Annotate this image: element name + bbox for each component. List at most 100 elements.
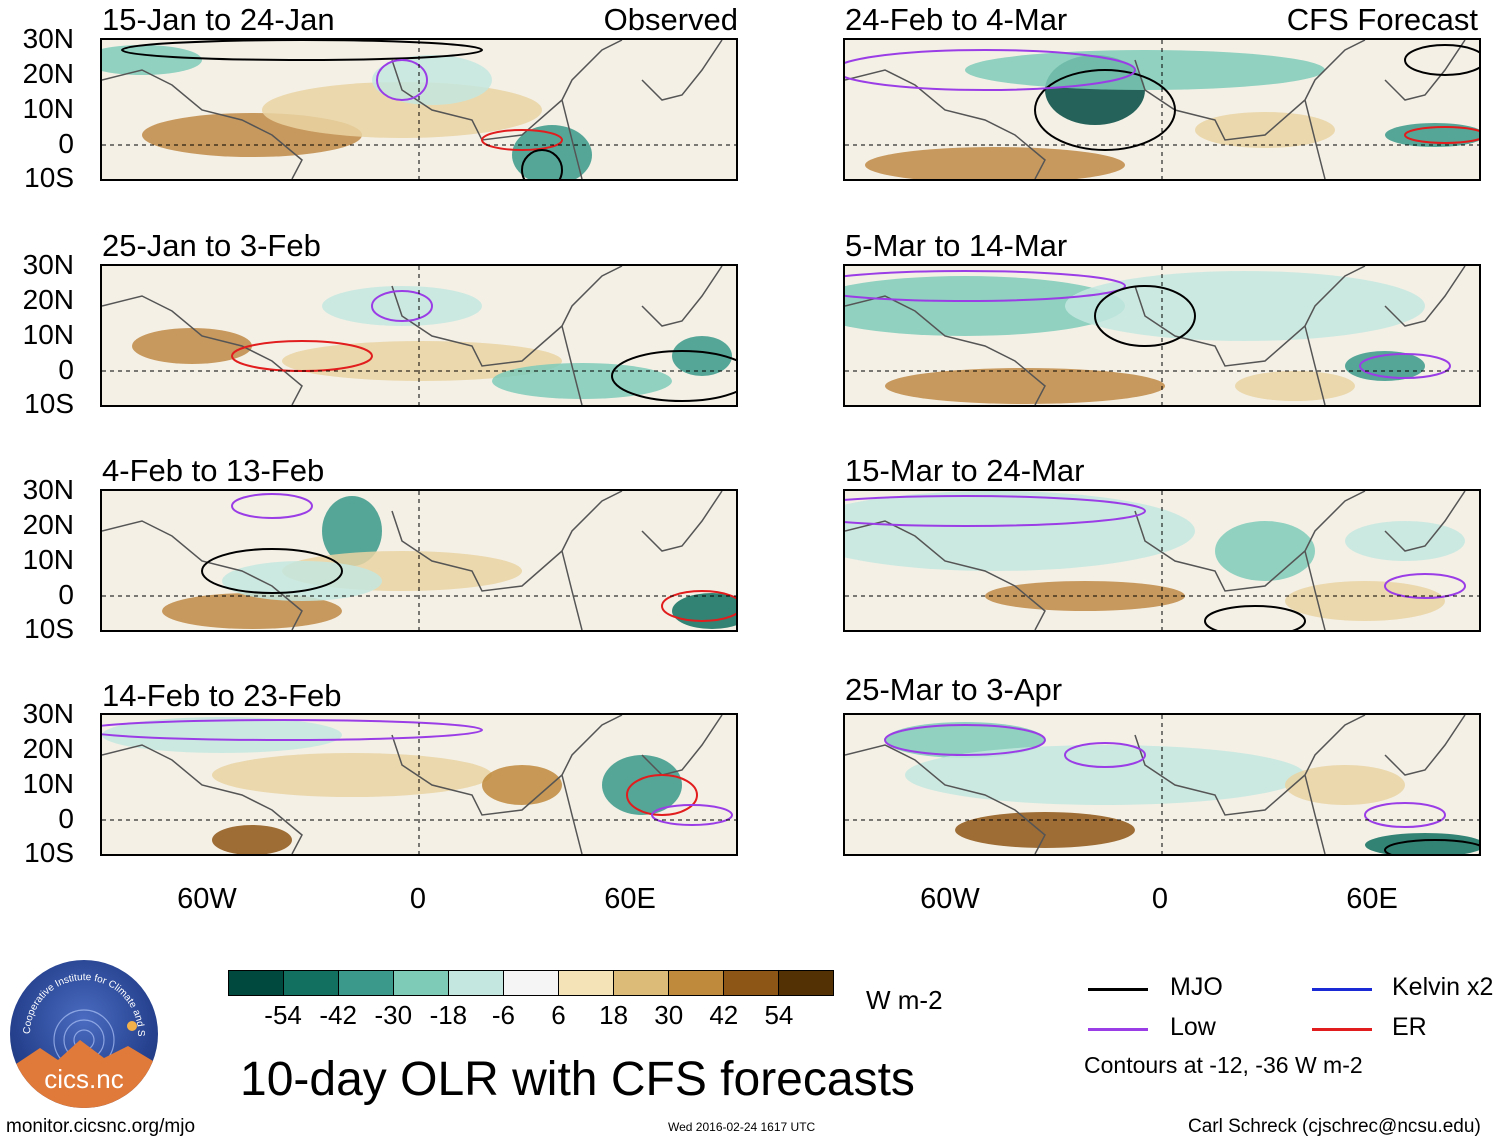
lat-label: 0	[58, 128, 74, 159]
panel-title-5: 24-Feb to 4-Mar	[845, 2, 1068, 37]
lat-label: 30N	[22, 249, 74, 280]
wave-contour	[1384, 839, 1479, 854]
logo-ring-text: Cooperative Institute for Climate and Sa…	[10, 960, 146, 1037]
map-panel-1	[100, 38, 738, 181]
map-panel-6	[843, 264, 1481, 407]
lon-label: 0	[409, 883, 427, 915]
colorbar-swatch	[284, 971, 339, 995]
olr-anomaly-region	[1385, 123, 1479, 147]
olr-anomaly-region	[212, 753, 492, 797]
footer-url: monitor.cicsnc.org/mjo	[6, 1116, 196, 1137]
colorbar-swatch	[669, 971, 724, 995]
legend-mjo-line	[1088, 988, 1148, 991]
lat-label: 0	[58, 579, 74, 610]
olr-anomaly-region	[672, 593, 736, 629]
olr-anomaly-region	[322, 286, 482, 326]
logo-text: cics.nc	[44, 1064, 123, 1094]
colorbar-label: -54	[264, 1000, 302, 1030]
map-panel-4	[100, 713, 738, 856]
panel-title-3: 4-Feb to 13-Feb	[102, 453, 325, 488]
map-field	[102, 266, 736, 405]
wave-contour	[1359, 353, 1451, 379]
coastline	[845, 40, 1466, 179]
lat-label: 10N	[22, 768, 74, 799]
lat-label: 20N	[22, 58, 74, 89]
colorbar-label: 30	[654, 1000, 684, 1030]
olr-anomaly-region	[322, 496, 382, 566]
wave-contour	[1404, 44, 1479, 76]
wave-contour	[1364, 802, 1446, 828]
legend-low-label: Low	[1170, 1013, 1216, 1041]
map-field	[845, 40, 1479, 179]
lat-label: 0	[58, 803, 74, 834]
legend-er-line	[1312, 1028, 1372, 1031]
panel-tag-forecast: CFS Forecast	[1286, 2, 1478, 37]
map-panel-7	[843, 489, 1481, 632]
colorbar-swatch	[229, 971, 284, 995]
olr-anomaly-region	[482, 765, 562, 805]
coastline	[102, 266, 723, 405]
lat-label: 30N	[22, 698, 74, 729]
olr-anomaly-region	[1215, 521, 1315, 581]
panel-title-7: 15-Mar to 24-Mar	[845, 453, 1085, 488]
olr-anomaly-region	[222, 561, 382, 601]
olr-anomaly-region	[1345, 351, 1425, 381]
wave-contour	[481, 129, 563, 151]
map-panel-5	[843, 38, 1481, 181]
lat-label: 0	[58, 354, 74, 385]
lon-label: 60E	[1346, 883, 1398, 915]
wave-contour	[376, 59, 428, 101]
colorbar-label: 42	[709, 1000, 739, 1030]
map-field	[845, 491, 1479, 630]
coastline	[102, 40, 723, 179]
colorbar-swatch	[614, 971, 669, 995]
wave-contour	[1404, 126, 1479, 144]
legend-kelvin-label: Kelvin x2	[1392, 973, 1494, 1001]
colorbar-swatch	[559, 971, 614, 995]
lon-label: 60E	[604, 883, 656, 915]
wave-contour	[521, 149, 563, 179]
map-field	[102, 40, 736, 179]
lat-label: 10S	[24, 613, 74, 644]
lat-label: 10N	[22, 319, 74, 350]
wave-contour	[651, 804, 733, 826]
olr-anomaly-region	[865, 147, 1125, 179]
colorbar-swatch	[394, 971, 449, 995]
lat-label: 10N	[22, 93, 74, 124]
cics-logo: Cooperative Institute for Climate and Sa…	[10, 960, 158, 1108]
map-panel-8	[843, 713, 1481, 856]
colorbar-swatch	[779, 971, 833, 995]
olr-anomaly-region	[1285, 581, 1445, 621]
colorbar-label: -42	[319, 1000, 357, 1030]
olr-anomaly-region	[132, 328, 252, 364]
olr-anomaly-region	[1285, 765, 1405, 805]
lat-label: 10N	[22, 544, 74, 575]
legend-er-label: ER	[1392, 1013, 1427, 1041]
olr-anomaly-region	[955, 812, 1135, 848]
olr-anomaly-region	[212, 825, 292, 854]
wave-contour	[626, 774, 698, 816]
olr-anomaly-region	[102, 45, 202, 75]
legend-mjo-label: MJO	[1170, 973, 1223, 1001]
colorbar-label: -18	[429, 1000, 468, 1030]
olr-anomaly-region	[102, 717, 342, 753]
svg-text:Cooperative Institute for Clim: Cooperative Institute for Climate and Sa…	[10, 960, 146, 1037]
wave-contour	[102, 719, 483, 741]
coastline	[845, 266, 1466, 405]
lon-label: 60W	[920, 883, 980, 915]
colorbar-swatch	[339, 971, 394, 995]
olr-anomaly-region	[672, 336, 732, 376]
lon-label: 0	[1151, 883, 1169, 915]
colorbar-swatch	[504, 971, 559, 995]
coastline	[845, 715, 1466, 854]
olr-anomaly-region	[905, 745, 1305, 805]
map-field	[102, 491, 736, 630]
olr-anomaly-region	[492, 363, 672, 399]
legend-kelvin-line	[1312, 988, 1372, 991]
lat-label: 10S	[24, 837, 74, 868]
legend-note: Contours at -12, -36 W m-2	[1084, 1052, 1363, 1078]
figure-title: 10-day OLR with CFS forecasts	[240, 1053, 915, 1106]
wave-contour	[1094, 285, 1196, 347]
wave-contour	[845, 270, 1126, 302]
wave-contour	[845, 495, 1146, 527]
